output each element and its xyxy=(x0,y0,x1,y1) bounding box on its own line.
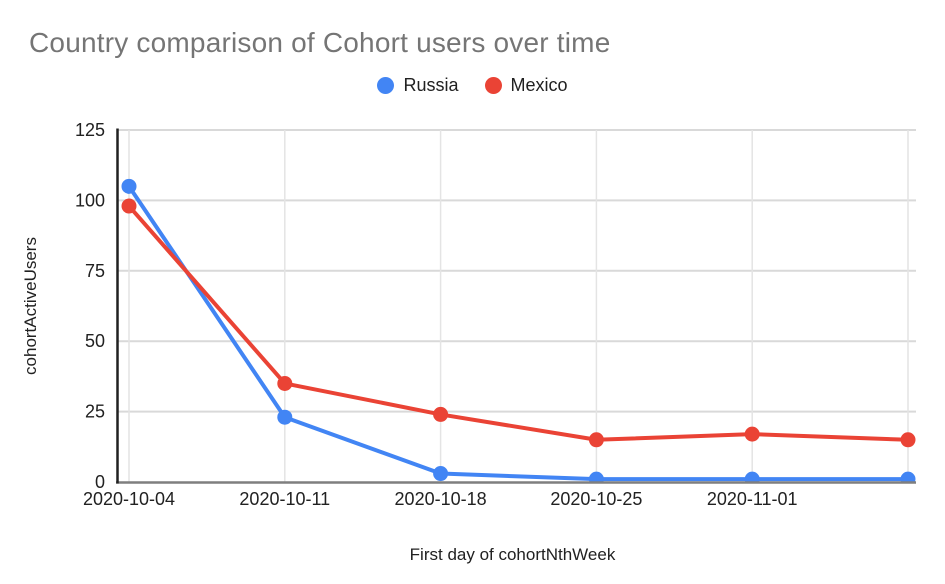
data-point-mexico-last xyxy=(900,432,916,448)
y-axis-title: cohortActiveUsers xyxy=(21,237,40,375)
data-point-russia-2020-11-01 xyxy=(744,471,760,484)
data-point-russia-2020-10-04 xyxy=(121,178,137,194)
y-tick-label-25: 25 xyxy=(85,402,105,422)
x-axis-title: First day of cohortNthWeek xyxy=(409,545,616,564)
series-line-russia xyxy=(127,184,910,482)
data-point-russia-2020-10-11 xyxy=(277,409,293,425)
legend-item-russia: Russia xyxy=(377,75,459,97)
data-point-mexico-2020-10-11 xyxy=(277,375,293,391)
x-tick-label-2020-10-18: 2020-10-18 xyxy=(395,489,487,509)
data-point-mexico-2020-10-18 xyxy=(433,406,449,422)
y-tick-label-125: 125 xyxy=(75,120,105,140)
y-tick-label-100: 100 xyxy=(75,190,105,210)
data-point-russia-2020-10-18 xyxy=(433,466,449,482)
data-point-russia-last xyxy=(900,471,916,484)
legend-item-mexico: Mexico xyxy=(484,75,568,97)
series-group xyxy=(121,178,916,484)
legend-dot-mexico xyxy=(484,77,502,95)
data-point-russia-2020-10-25 xyxy=(588,471,604,484)
chart-legend: Russia Mexico xyxy=(0,75,945,97)
series-line-mexico xyxy=(127,204,910,442)
data-point-mexico-2020-10-04 xyxy=(121,198,137,214)
legend-dot-russia xyxy=(377,77,395,95)
x-tick-label-2020-10-11: 2020-10-11 xyxy=(239,489,330,509)
legend-label: Mexico xyxy=(510,75,568,95)
x-tick-label-2020-11-01: 2020-11-01 xyxy=(707,489,798,509)
y-tick-label-0: 0 xyxy=(95,472,105,492)
y-tick-label-75: 75 xyxy=(85,261,105,281)
data-point-mexico-2020-11-01 xyxy=(744,426,760,442)
chart-title: Country comparison of Cohort users over … xyxy=(29,27,611,58)
x-tick-label-2020-10-04: 2020-10-04 xyxy=(83,489,175,509)
y-tick-label-50: 50 xyxy=(85,331,105,351)
data-point-mexico-2020-10-25 xyxy=(588,432,604,448)
legend-label: Russia xyxy=(403,75,459,95)
x-tick-label-2020-10-25: 2020-10-25 xyxy=(550,489,642,509)
